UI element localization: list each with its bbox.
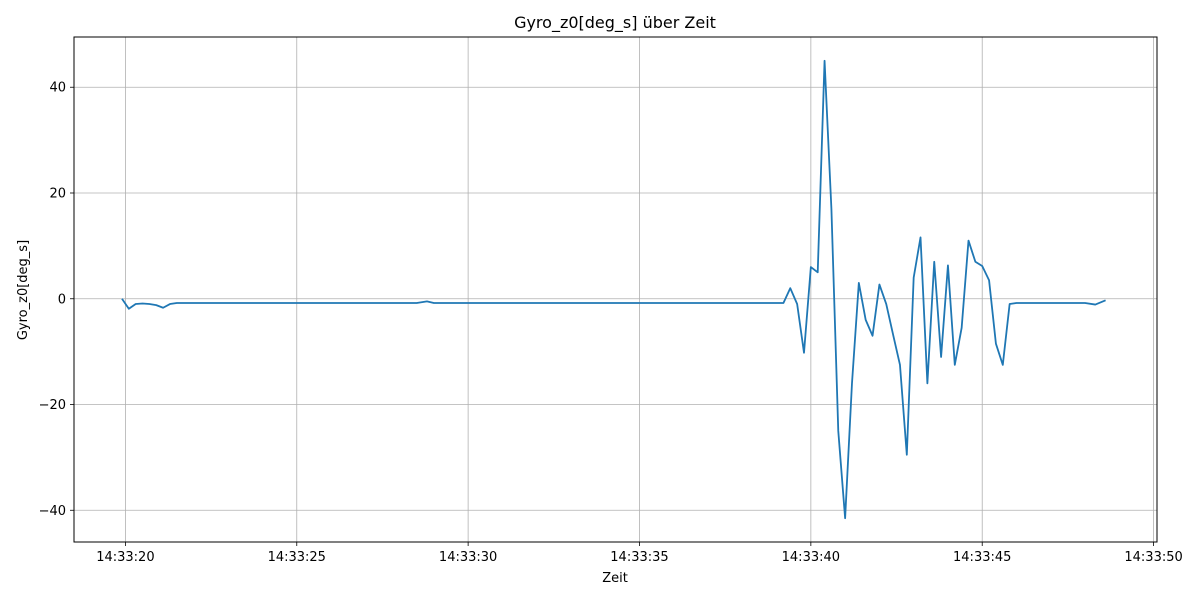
- y-tick-label: 40: [49, 81, 66, 96]
- x-tick-label: 14:33:40: [782, 550, 840, 565]
- y-tick-label: 20: [49, 186, 66, 201]
- x-tick-label: 14:33:45: [953, 550, 1011, 565]
- y-axis-label: Gyro_z0[deg_s]: [16, 240, 31, 340]
- y-tick-label: 0: [58, 292, 66, 307]
- y-tick-label: −20: [39, 398, 66, 413]
- series-group: [121, 59, 1106, 520]
- x-tick-label: 14:33:20: [96, 550, 154, 565]
- x-tick-label: 14:33:25: [268, 550, 326, 565]
- y-axis-ticks: −40 −20 0 20 40: [39, 81, 74, 519]
- y-tick-label: −40: [39, 504, 66, 519]
- x-tick-label: 14:33:30: [439, 550, 497, 565]
- chart-title: Gyro_z0[deg_s] über Zeit: [514, 13, 716, 33]
- plot-frame: [73, 36, 1158, 543]
- series-line: [121, 59, 1106, 520]
- grid-lines: [74, 37, 1157, 542]
- x-axis-ticks: 14:33:20 14:33:25 14:33:30 14:33:35 14:33:40…: [96, 542, 1183, 565]
- x-axis-label: Zeit: [602, 571, 628, 586]
- x-tick-label: 14:33:35: [610, 550, 668, 565]
- x-tick-label: 14:33:50: [1124, 550, 1182, 565]
